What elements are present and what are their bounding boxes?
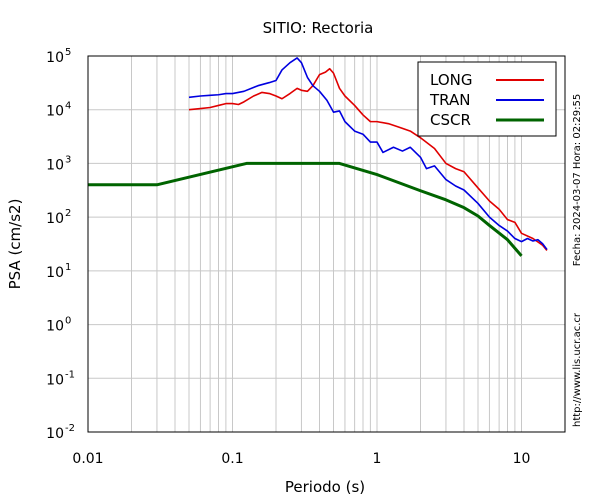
y-tick-exponent: 4 xyxy=(65,101,71,112)
y-tick-exponent: 1 xyxy=(65,262,71,273)
y-tick-label: 10 xyxy=(46,50,64,66)
y-tick-label: 10 xyxy=(46,104,64,120)
x-tick-label: 0.1 xyxy=(221,451,243,467)
series-line-long xyxy=(188,67,548,251)
side-date-text: Fecha: 2024-03-07 Hora: 02:29:55 xyxy=(572,94,583,267)
grid-lines xyxy=(87,55,566,433)
y-tick-label: 10 xyxy=(46,319,64,335)
y-tick-exponent: 0 xyxy=(65,316,71,327)
plot-frame xyxy=(87,55,566,433)
y-tick-exponent: 2 xyxy=(65,208,71,219)
y-axis-label: PSA (cm/s2) xyxy=(6,199,24,290)
legend-label-tran: TRAN xyxy=(429,91,470,109)
y-tick-label: 10 xyxy=(46,426,64,442)
x-tick-labels: 0.01 0.1 1 10 xyxy=(72,451,530,467)
y-tick-label: 10 xyxy=(46,211,64,227)
chart-title: SITIO: Rectoria xyxy=(263,19,374,37)
y-tick-exponent: 3 xyxy=(65,154,71,165)
y-tick-label: 10 xyxy=(46,157,64,173)
y-tick-label: 10 xyxy=(46,265,64,281)
y-tick-label: 10 xyxy=(46,372,64,388)
legend: LONG TRAN CSCR xyxy=(417,61,557,137)
y-tick-exponent: -2 xyxy=(65,423,75,434)
legend-label-cscr: CSCR xyxy=(430,111,471,129)
x-tick-label: 0.01 xyxy=(72,451,103,467)
series-line-cscr xyxy=(88,161,523,257)
side-url-text: http://www.lis.ucr.ac.cr xyxy=(572,312,583,427)
y-tick-exponent: -1 xyxy=(65,369,75,380)
legend-label-long: LONG xyxy=(430,71,472,89)
x-tick-label: 1 xyxy=(373,451,382,467)
y-tick-exponent: 5 xyxy=(65,47,71,58)
x-tick-label: 10 xyxy=(513,451,531,467)
series-line-tran xyxy=(188,57,548,250)
x-axis-label: Periodo (s) xyxy=(285,478,365,496)
series-lines xyxy=(88,57,548,257)
